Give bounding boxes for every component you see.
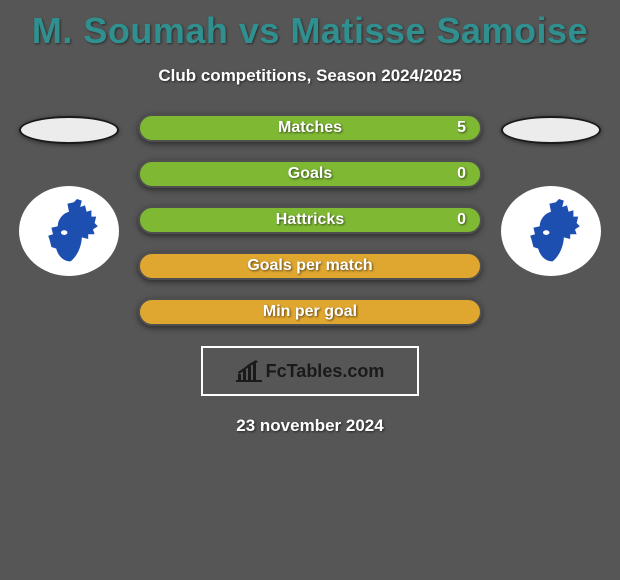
- stat-label: Matches: [278, 119, 342, 137]
- stat-label: Hattricks: [276, 211, 344, 229]
- stat-label: Goals per match: [247, 257, 372, 275]
- right-player-col: [496, 114, 606, 276]
- brand-text: FcTables.com: [266, 361, 385, 382]
- stat-value: 0: [457, 165, 466, 183]
- indian-head-icon: [29, 191, 109, 271]
- stat-bar-goals-per-match: Goals per match: [138, 252, 482, 280]
- page-title: M. Soumah vs Matisse Samoise: [0, 0, 620, 52]
- footer-date: 23 november 2024: [0, 416, 620, 436]
- team-logo-left: [19, 186, 119, 276]
- stat-label: Min per goal: [263, 303, 357, 321]
- stat-bar-goals: Goals 0: [138, 160, 482, 188]
- stat-bar-hattricks: Hattricks 0: [138, 206, 482, 234]
- stat-bar-min-per-goal: Min per goal: [138, 298, 482, 326]
- page-subtitle: Club competitions, Season 2024/2025: [0, 66, 620, 86]
- indian-head-icon: [511, 191, 591, 271]
- stat-bars: Matches 5 Goals 0 Hattricks 0 Goals per …: [138, 114, 482, 326]
- left-player-col: [14, 114, 124, 276]
- bar-chart-icon: [236, 360, 262, 382]
- stat-bar-matches: Matches 5: [138, 114, 482, 142]
- player-avatar-placeholder-right: [501, 116, 601, 144]
- player-avatar-placeholder-left: [19, 116, 119, 144]
- brand-box[interactable]: FcTables.com: [201, 346, 419, 396]
- stat-value: 5: [457, 119, 466, 137]
- stat-label: Goals: [288, 165, 332, 183]
- comparison-row: Matches 5 Goals 0 Hattricks 0 Goals per …: [0, 114, 620, 326]
- stat-value: 0: [457, 211, 466, 229]
- team-logo-right: [501, 186, 601, 276]
